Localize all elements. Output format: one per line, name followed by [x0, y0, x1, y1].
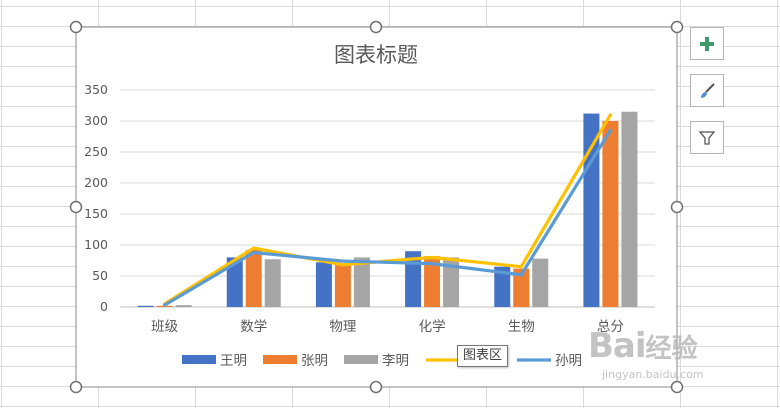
bar[interactable]: [532, 258, 549, 307]
x-tick-label: 物理: [329, 319, 356, 335]
bar[interactable]: [583, 113, 600, 307]
y-tick-label: 0: [100, 299, 108, 314]
watermark-text: Bai: [588, 326, 647, 366]
watermark-url: jingyan.baidu.com: [602, 368, 704, 381]
legend-swatch: [344, 355, 378, 364]
legend-swatch: [182, 355, 216, 364]
bar[interactable]: [405, 251, 422, 307]
legend-label: 孙明: [555, 353, 582, 369]
bar[interactable]: [175, 305, 192, 307]
bar[interactable]: [621, 111, 638, 307]
resize-handle[interactable]: [670, 380, 684, 394]
bar[interactable]: [245, 249, 262, 307]
bar[interactable]: [353, 257, 370, 307]
resize-handle[interactable]: [670, 200, 684, 214]
bar[interactable]: [334, 263, 351, 307]
bar[interactable]: [424, 256, 441, 307]
bar[interactable]: [315, 262, 332, 307]
legend-swatch: [263, 355, 297, 364]
chart-frame[interactable]: [75, 26, 678, 388]
y-tick-label: 150: [84, 206, 108, 221]
x-tick-label: 班级: [151, 319, 178, 335]
x-tick-label: 数学: [240, 319, 267, 335]
resize-handle[interactable]: [670, 20, 684, 34]
chart-elements-button[interactable]: [690, 27, 724, 60]
chart-title: 图表标题: [334, 43, 418, 67]
bar[interactable]: [443, 257, 460, 307]
y-tick-label: 300: [84, 113, 108, 128]
chart-styles-button[interactable]: [690, 74, 724, 107]
resize-handle[interactable]: [69, 20, 83, 34]
legend-label: 张明: [301, 353, 328, 369]
baidu-watermark: Bai经验 jingyan.baidu.com: [588, 326, 704, 381]
resize-handle[interactable]: [69, 380, 83, 394]
x-tick-label: 生物: [508, 319, 535, 335]
chart-filters-button[interactable]: [690, 121, 724, 154]
legend-label: 李明: [382, 353, 409, 369]
filter-icon: [698, 130, 716, 145]
resize-handle[interactable]: [69, 200, 83, 214]
y-tick-label: 50: [92, 268, 108, 283]
legend-label: 王明: [220, 353, 247, 369]
bar[interactable]: [602, 121, 619, 307]
x-tick-label: 化学: [419, 319, 446, 335]
y-tick-label: 250: [84, 144, 108, 159]
x-tick-label: 总分: [597, 319, 624, 335]
watermark-text-cn: 经验: [645, 334, 698, 364]
y-tick-label: 350: [84, 82, 108, 97]
brush-icon: [701, 82, 715, 98]
bar[interactable]: [264, 259, 281, 307]
resize-handle[interactable]: [369, 20, 383, 34]
chart-area-tooltip: 图表区: [457, 345, 509, 367]
y-tick-label: 200: [84, 175, 108, 190]
resize-handle[interactable]: [369, 380, 383, 394]
series-line[interactable]: [162, 128, 613, 307]
plus-icon: [700, 36, 714, 51]
bar[interactable]: [513, 268, 530, 307]
bar[interactable]: [494, 266, 511, 307]
y-tick-label: 100: [84, 237, 108, 252]
bar[interactable]: [137, 305, 154, 307]
bar[interactable]: [226, 257, 243, 307]
